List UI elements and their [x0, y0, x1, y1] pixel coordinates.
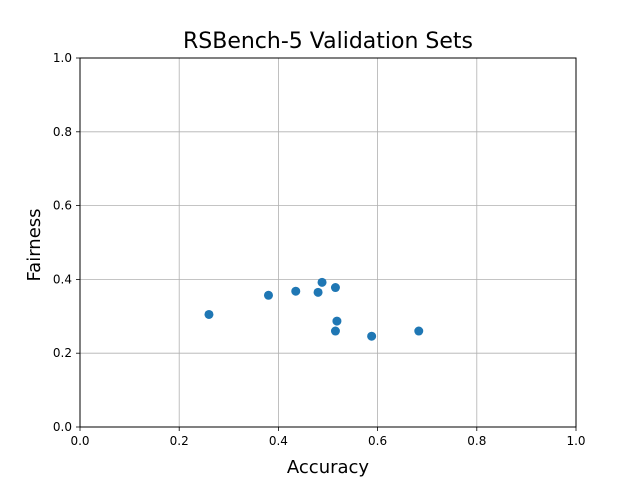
data-point — [367, 331, 377, 341]
y-tick-label: 0.2 — [53, 346, 72, 360]
data-point — [414, 326, 424, 336]
data-point — [330, 326, 340, 336]
y-tick-label: 0.8 — [53, 125, 72, 139]
data-point — [291, 286, 301, 296]
data-points — [204, 277, 424, 341]
plot-frame — [79, 57, 577, 428]
data-point — [330, 283, 340, 293]
x-tick-label: 0.2 — [170, 434, 189, 448]
data-point — [313, 287, 323, 297]
x-tick-label: 0.8 — [467, 434, 486, 448]
x-tick-label: 0.0 — [70, 434, 89, 448]
data-point — [263, 290, 273, 300]
x-tick-label: 1.0 — [566, 434, 585, 448]
y-tick-label: 0.6 — [53, 199, 72, 213]
data-point — [204, 309, 214, 319]
chart-title: RSBench-5 Validation Sets — [183, 29, 473, 54]
y-tick-label: 1.0 — [53, 51, 72, 65]
x-tick-label: 0.4 — [269, 434, 288, 448]
x-axis-label: Accuracy — [287, 457, 370, 478]
y-tick-label: 0.0 — [53, 420, 72, 434]
data-point — [317, 277, 327, 287]
data-point — [332, 316, 342, 326]
axis-ticks: 0.0 0.2 0.4 0.6 0.8 1.0 0.0 0.2 0.4 0.6 0.8 1.0 — [53, 51, 586, 448]
x-tick-label: 0.6 — [368, 434, 387, 448]
y-tick-label: 0.4 — [53, 272, 72, 286]
y-axis-label: Fairness — [24, 208, 45, 281]
